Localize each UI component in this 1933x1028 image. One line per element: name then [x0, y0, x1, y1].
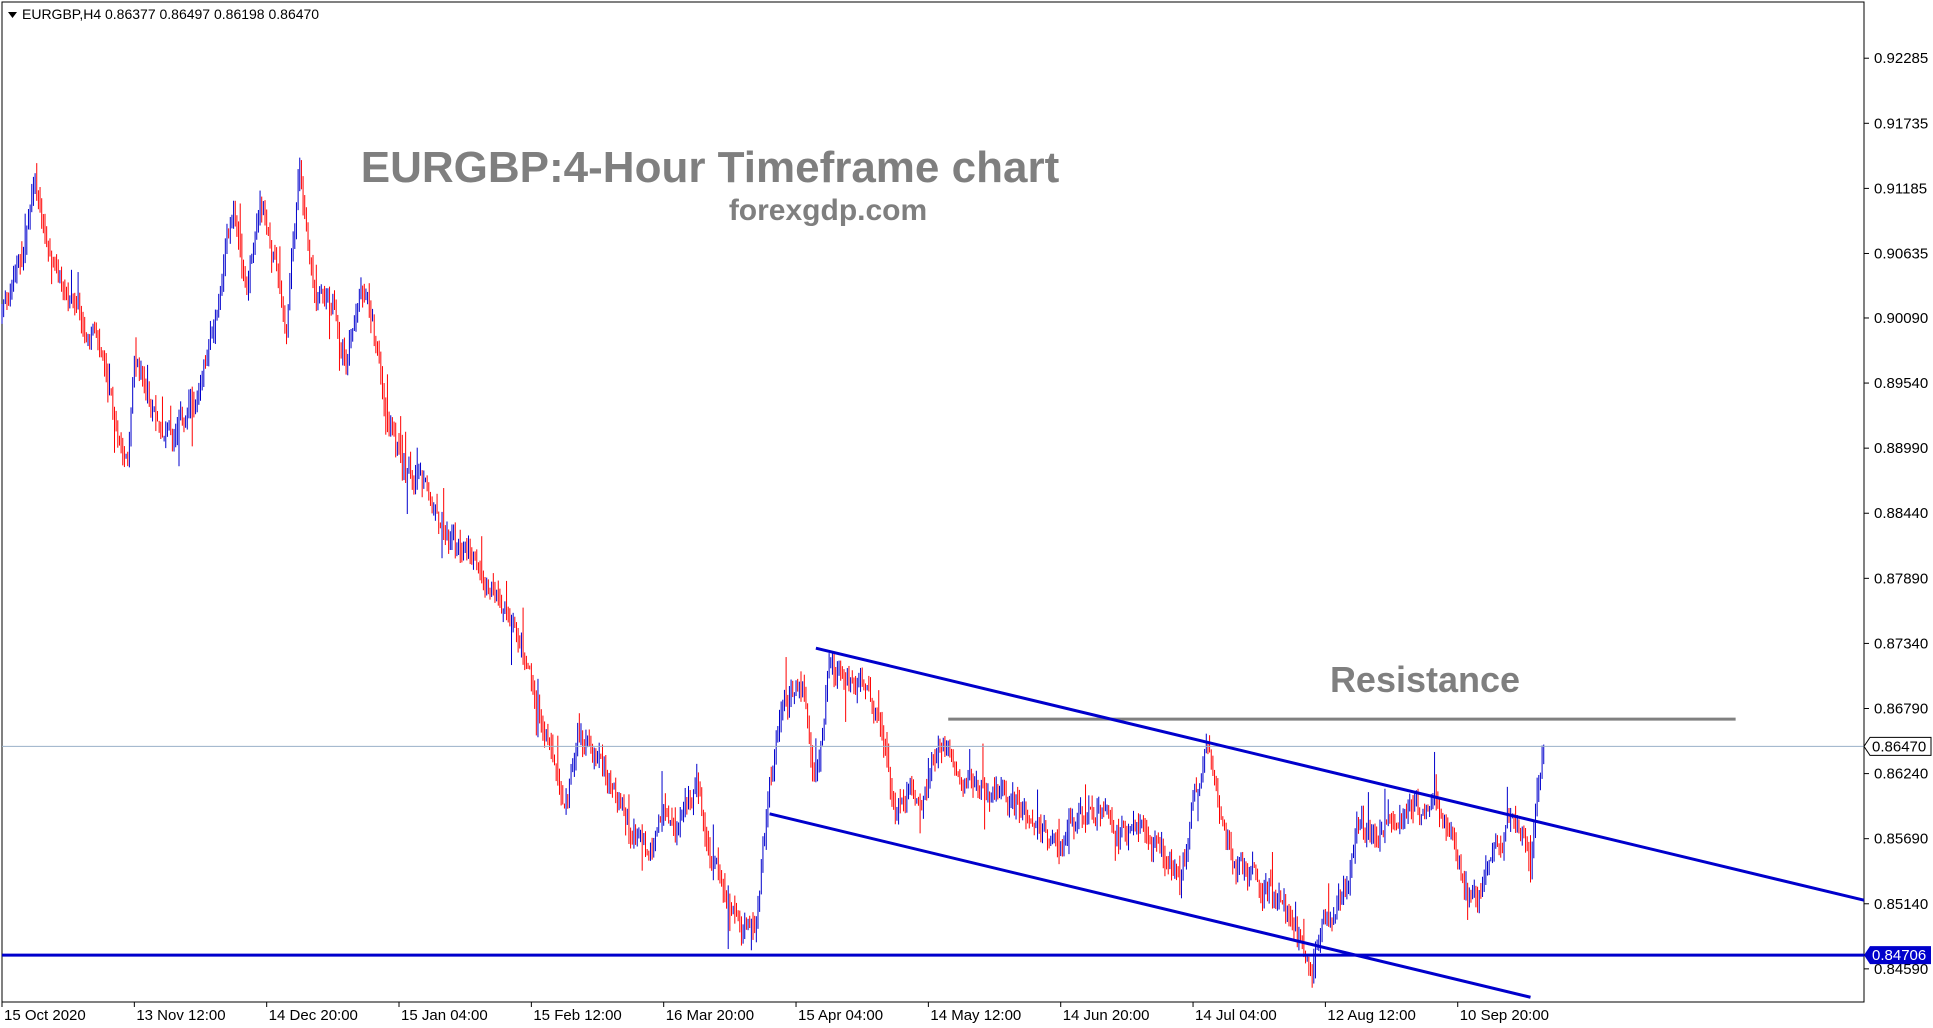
y-tick-label: 0.84590	[1874, 961, 1928, 978]
x-axis: 15 Oct 2020 13 Nov 12:00 14 Dec 20:00 15 Ja…	[1, 1002, 1549, 1024]
y-tick-label: 0.91185	[1874, 180, 1927, 197]
x-tick-label: 16 Mar 20:00	[666, 1007, 754, 1023]
x-tick-label: 10 Sep 20:00	[1460, 1007, 1549, 1023]
x-tick-label: 15 Oct 2020	[4, 1007, 86, 1023]
chart-title: EURGBP:4-Hour Timeframe chart	[361, 143, 1060, 192]
x-tick-label: 15 Feb 12:00	[533, 1007, 621, 1023]
y-tick-label: 0.89540	[1874, 375, 1928, 392]
symbol-dropdown-icon[interactable]	[8, 12, 17, 18]
x-tick-label: 12 Aug 12:00	[1327, 1007, 1415, 1023]
y-tick-label: 0.88990	[1874, 440, 1928, 457]
y-tick-label: 0.90090	[1874, 310, 1928, 327]
y-tick-label: 0.88440	[1874, 505, 1928, 522]
y-tick-label: 0.86790	[1874, 701, 1928, 718]
y-tick-label: 0.85140	[1874, 896, 1928, 913]
x-tick-label: 15 Jan 04:00	[401, 1007, 488, 1023]
x-tick-label: 13 Nov 12:00	[136, 1007, 225, 1023]
x-tick-label: 15 Apr 04:00	[798, 1007, 883, 1023]
chart-subtitle: forexgdp.com	[729, 194, 927, 227]
y-tick-label: 0.90635	[1874, 245, 1928, 262]
symbol-info: EURGBP,H4 0.86377 0.86497 0.86198 0.8647…	[22, 6, 319, 22]
y-axis: 0.92285 0.91735 0.91185 0.90635 0.90090 0.895…	[1864, 50, 1928, 978]
current-price-marker: 0.86470	[1863, 736, 1932, 756]
y-tick-label: 0.92285	[1874, 50, 1928, 67]
y-tick-label: 0.86240	[1874, 766, 1928, 783]
x-tick-label: 14 Jun 20:00	[1063, 1007, 1150, 1023]
resistance-label: Resistance	[1330, 659, 1520, 700]
channel-lower-line	[769, 812, 1531, 999]
y-tick-label: 0.85690	[1874, 831, 1928, 848]
channel-upper-line	[815, 646, 1865, 902]
y-tick-label: 0.87890	[1874, 570, 1928, 587]
support-price-marker: 0.84706	[1864, 946, 1931, 965]
current-price-box	[1863, 736, 1932, 756]
support-price-box	[1864, 946, 1931, 965]
plot-area-frame	[1, 1, 1865, 1003]
price-series	[1, 157, 1545, 988]
x-tick-label: 14 Dec 20:00	[269, 1007, 358, 1023]
y-tick-label: 0.87340	[1874, 635, 1928, 652]
current-price-label: 0.86470	[1872, 738, 1926, 755]
x-tick-label: 14 May 12:00	[930, 1007, 1021, 1023]
y-tick-label: 0.91735	[1874, 115, 1928, 132]
drawn-lines	[2, 646, 1865, 999]
x-tick-label: 14 Jul 04:00	[1195, 1007, 1277, 1023]
support-price-label: 0.84706	[1872, 947, 1926, 964]
